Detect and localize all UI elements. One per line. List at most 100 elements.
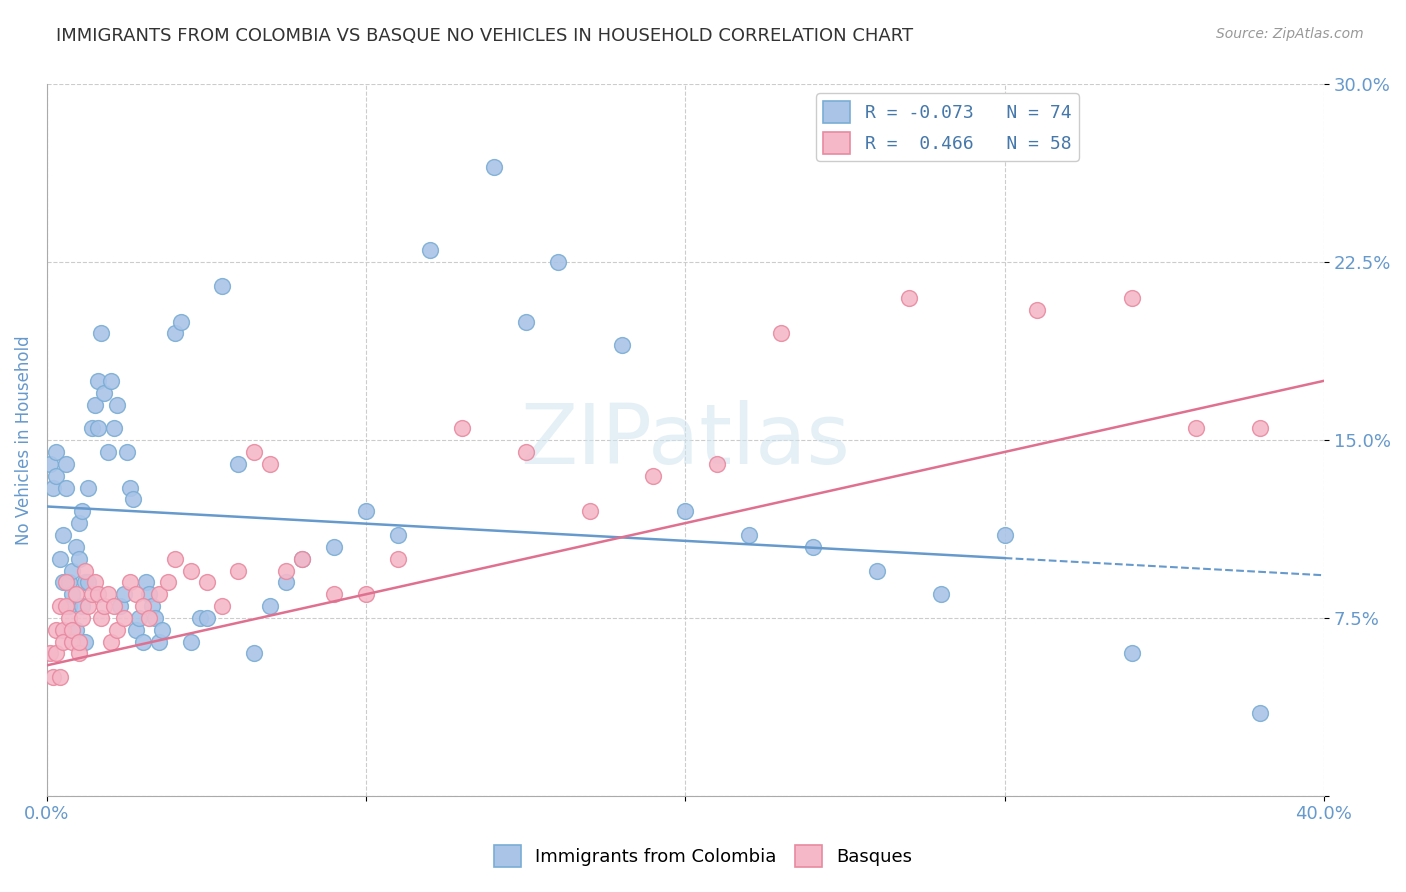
Point bbox=[706, 457, 728, 471]
Point bbox=[45, 647, 67, 661]
Point bbox=[482, 161, 505, 175]
Point bbox=[87, 421, 110, 435]
Point bbox=[70, 504, 93, 518]
Point bbox=[1185, 421, 1208, 435]
Point bbox=[52, 575, 75, 590]
Point bbox=[125, 587, 148, 601]
Legend: R = -0.073   N = 74, R =  0.466   N = 58: R = -0.073 N = 74, R = 0.466 N = 58 bbox=[815, 94, 1078, 161]
Point bbox=[138, 587, 160, 601]
Point bbox=[96, 445, 118, 459]
Point bbox=[451, 421, 474, 435]
Point bbox=[45, 623, 67, 637]
Point bbox=[259, 457, 281, 471]
Point bbox=[515, 314, 537, 328]
Point bbox=[1249, 421, 1271, 435]
Point bbox=[138, 611, 160, 625]
Point bbox=[67, 634, 90, 648]
Point bbox=[52, 528, 75, 542]
Point bbox=[55, 599, 77, 613]
Point bbox=[157, 575, 180, 590]
Point bbox=[115, 445, 138, 459]
Point bbox=[291, 551, 314, 566]
Point bbox=[65, 587, 87, 601]
Point bbox=[80, 587, 103, 601]
Point bbox=[195, 611, 218, 625]
Point bbox=[354, 587, 377, 601]
Legend: Immigrants from Colombia, Basques: Immigrants from Colombia, Basques bbox=[486, 838, 920, 874]
Point bbox=[77, 599, 100, 613]
Point bbox=[103, 421, 125, 435]
Point bbox=[52, 634, 75, 648]
Point bbox=[62, 564, 84, 578]
Point bbox=[75, 575, 97, 590]
Point bbox=[39, 647, 62, 661]
Point bbox=[75, 564, 97, 578]
Point bbox=[100, 374, 122, 388]
Point bbox=[87, 587, 110, 601]
Point bbox=[1025, 302, 1047, 317]
Point bbox=[58, 575, 80, 590]
Point bbox=[128, 611, 150, 625]
Point bbox=[110, 599, 132, 613]
Point bbox=[163, 326, 186, 341]
Text: Source: ZipAtlas.com: Source: ZipAtlas.com bbox=[1216, 27, 1364, 41]
Point bbox=[90, 326, 112, 341]
Point bbox=[131, 634, 153, 648]
Point bbox=[42, 670, 65, 684]
Point bbox=[62, 587, 84, 601]
Point bbox=[801, 540, 824, 554]
Point bbox=[45, 468, 67, 483]
Point bbox=[323, 540, 346, 554]
Point bbox=[62, 623, 84, 637]
Point bbox=[100, 634, 122, 648]
Point bbox=[52, 623, 75, 637]
Point bbox=[48, 599, 70, 613]
Point bbox=[929, 587, 952, 601]
Point bbox=[48, 670, 70, 684]
Point bbox=[145, 611, 167, 625]
Point bbox=[547, 255, 569, 269]
Point bbox=[610, 338, 633, 352]
Point bbox=[65, 623, 87, 637]
Point bbox=[994, 528, 1017, 542]
Y-axis label: No Vehicles in Household: No Vehicles in Household bbox=[15, 335, 32, 545]
Point bbox=[211, 279, 233, 293]
Point bbox=[141, 599, 163, 613]
Point bbox=[75, 634, 97, 648]
Point bbox=[148, 587, 170, 601]
Point bbox=[195, 575, 218, 590]
Point bbox=[578, 504, 600, 518]
Point bbox=[1121, 647, 1143, 661]
Point bbox=[276, 564, 298, 578]
Point bbox=[70, 611, 93, 625]
Point bbox=[180, 634, 202, 648]
Point bbox=[83, 398, 105, 412]
Point bbox=[163, 551, 186, 566]
Point bbox=[105, 623, 128, 637]
Point bbox=[180, 564, 202, 578]
Text: ZIPatlas: ZIPatlas bbox=[520, 400, 851, 481]
Point bbox=[83, 575, 105, 590]
Point bbox=[228, 457, 250, 471]
Point bbox=[150, 623, 173, 637]
Point bbox=[112, 587, 135, 601]
Point bbox=[55, 481, 77, 495]
Point bbox=[55, 575, 77, 590]
Point bbox=[80, 421, 103, 435]
Point bbox=[738, 528, 761, 542]
Point bbox=[897, 291, 920, 305]
Point bbox=[118, 481, 141, 495]
Point bbox=[67, 551, 90, 566]
Point bbox=[387, 528, 409, 542]
Point bbox=[90, 611, 112, 625]
Point bbox=[103, 599, 125, 613]
Point bbox=[188, 611, 211, 625]
Point bbox=[105, 398, 128, 412]
Point bbox=[65, 540, 87, 554]
Point bbox=[62, 634, 84, 648]
Point bbox=[866, 564, 889, 578]
Point bbox=[125, 623, 148, 637]
Point bbox=[96, 587, 118, 601]
Point bbox=[387, 551, 409, 566]
Point bbox=[259, 599, 281, 613]
